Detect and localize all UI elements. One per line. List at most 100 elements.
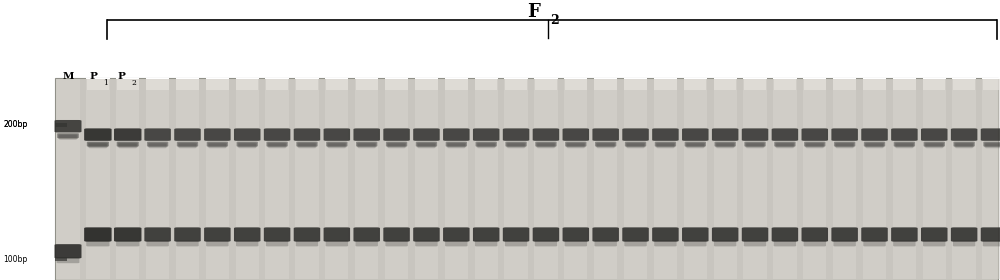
FancyBboxPatch shape — [238, 143, 257, 148]
FancyBboxPatch shape — [148, 143, 167, 148]
FancyBboxPatch shape — [984, 143, 1000, 148]
FancyBboxPatch shape — [149, 143, 166, 148]
FancyBboxPatch shape — [443, 129, 470, 141]
Bar — [863, 79, 886, 279]
FancyBboxPatch shape — [88, 143, 108, 148]
Bar — [863, 78, 886, 79]
Bar — [743, 78, 767, 79]
FancyBboxPatch shape — [473, 129, 499, 141]
FancyBboxPatch shape — [926, 143, 943, 148]
FancyBboxPatch shape — [176, 240, 199, 246]
Bar — [206, 79, 229, 279]
Bar — [505, 79, 527, 90]
FancyBboxPatch shape — [84, 227, 112, 242]
FancyBboxPatch shape — [206, 240, 229, 246]
FancyBboxPatch shape — [716, 143, 734, 148]
FancyBboxPatch shape — [204, 227, 231, 242]
Bar — [534, 78, 558, 79]
FancyBboxPatch shape — [294, 227, 320, 242]
FancyBboxPatch shape — [804, 142, 825, 146]
FancyBboxPatch shape — [324, 129, 350, 141]
FancyBboxPatch shape — [537, 143, 555, 148]
Bar — [594, 78, 617, 79]
FancyBboxPatch shape — [478, 143, 495, 148]
Bar — [86, 79, 110, 279]
Bar — [564, 78, 587, 79]
FancyBboxPatch shape — [924, 142, 945, 146]
FancyBboxPatch shape — [503, 129, 529, 141]
FancyBboxPatch shape — [684, 240, 707, 246]
Bar — [355, 78, 378, 79]
FancyBboxPatch shape — [714, 142, 736, 146]
Bar — [295, 78, 319, 79]
Bar — [206, 78, 229, 79]
FancyBboxPatch shape — [953, 142, 975, 146]
FancyBboxPatch shape — [116, 240, 139, 246]
Bar — [923, 78, 946, 79]
Bar — [296, 79, 318, 90]
Bar — [863, 79, 886, 90]
Bar — [117, 79, 139, 90]
FancyBboxPatch shape — [355, 240, 378, 246]
FancyBboxPatch shape — [594, 240, 617, 246]
Bar — [893, 79, 916, 90]
FancyBboxPatch shape — [505, 142, 527, 146]
FancyBboxPatch shape — [565, 240, 587, 246]
Bar — [355, 79, 378, 279]
FancyBboxPatch shape — [712, 129, 738, 141]
FancyBboxPatch shape — [951, 227, 977, 242]
Text: F: F — [527, 3, 540, 21]
Bar — [475, 78, 498, 79]
FancyBboxPatch shape — [592, 227, 619, 242]
FancyBboxPatch shape — [805, 143, 824, 148]
FancyBboxPatch shape — [715, 143, 735, 148]
Bar — [176, 78, 199, 79]
FancyBboxPatch shape — [385, 240, 408, 246]
FancyBboxPatch shape — [923, 240, 945, 246]
FancyBboxPatch shape — [921, 129, 948, 141]
FancyBboxPatch shape — [567, 143, 584, 148]
Bar — [564, 79, 587, 279]
FancyBboxPatch shape — [595, 142, 616, 146]
Bar — [654, 79, 677, 90]
Bar — [714, 79, 737, 279]
Bar — [55, 123, 67, 127]
Bar — [684, 79, 707, 279]
FancyBboxPatch shape — [894, 142, 915, 146]
FancyBboxPatch shape — [983, 240, 1000, 246]
FancyBboxPatch shape — [114, 129, 141, 141]
FancyBboxPatch shape — [682, 129, 709, 141]
FancyBboxPatch shape — [772, 227, 798, 242]
Text: P: P — [89, 72, 97, 81]
FancyBboxPatch shape — [418, 143, 435, 148]
Bar — [146, 79, 169, 90]
FancyBboxPatch shape — [921, 227, 948, 242]
FancyBboxPatch shape — [475, 240, 497, 246]
FancyBboxPatch shape — [687, 143, 704, 148]
Bar — [684, 79, 706, 90]
FancyBboxPatch shape — [865, 143, 884, 148]
Bar — [385, 78, 408, 79]
Bar — [415, 79, 438, 279]
Bar — [265, 78, 289, 79]
Bar — [952, 79, 976, 279]
FancyBboxPatch shape — [296, 142, 318, 146]
FancyBboxPatch shape — [267, 143, 287, 148]
FancyBboxPatch shape — [388, 143, 405, 148]
FancyBboxPatch shape — [775, 143, 795, 148]
Bar — [833, 79, 856, 279]
FancyBboxPatch shape — [655, 142, 676, 146]
FancyBboxPatch shape — [981, 227, 1000, 242]
Text: 100bp: 100bp — [3, 255, 27, 263]
FancyBboxPatch shape — [891, 227, 918, 242]
FancyBboxPatch shape — [535, 142, 557, 146]
FancyBboxPatch shape — [239, 143, 256, 148]
Bar — [236, 79, 258, 90]
FancyBboxPatch shape — [447, 143, 466, 148]
Bar — [176, 79, 199, 90]
Bar — [325, 79, 348, 279]
FancyBboxPatch shape — [592, 129, 619, 141]
FancyBboxPatch shape — [746, 143, 764, 148]
FancyBboxPatch shape — [951, 129, 977, 141]
FancyBboxPatch shape — [953, 240, 975, 246]
